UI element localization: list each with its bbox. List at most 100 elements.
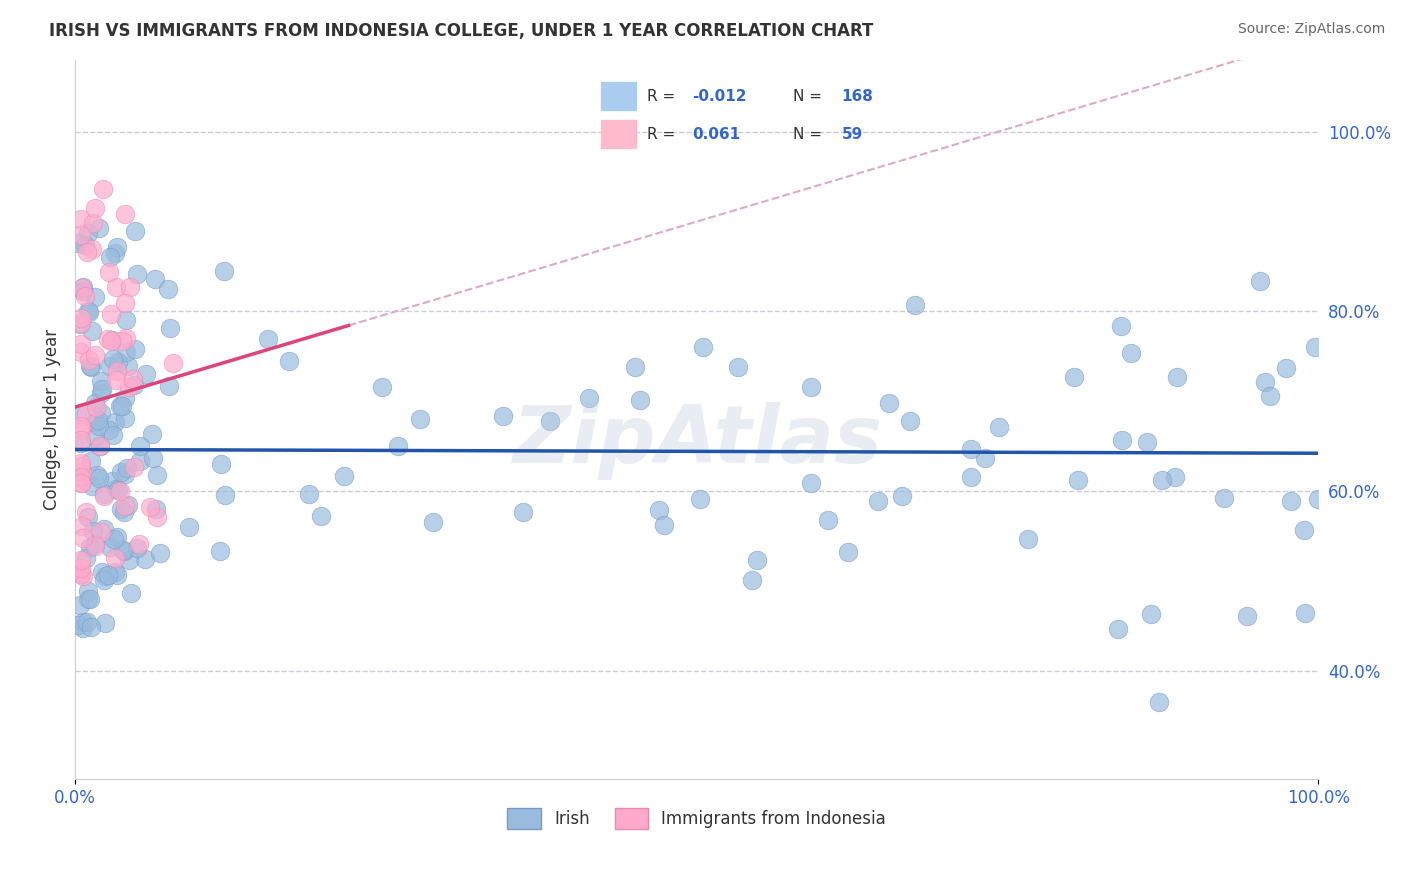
Point [86, 468, 108, 483]
Point [110, 465, 132, 479]
Point [83, 536, 105, 550]
Point [111, 542, 134, 557]
Point [80, 359, 103, 374]
Point [117, 359, 139, 373]
Point [135, 368, 157, 382]
Point [103, 246, 125, 260]
Point [98, 540, 121, 554]
Point [89, 470, 111, 484]
Point [1111, 433, 1133, 447]
Point [69, 318, 91, 332]
Point [124, 378, 146, 392]
Point [70, 281, 93, 295]
Point [120, 586, 142, 600]
Point [422, 516, 444, 530]
Point [538, 414, 561, 428]
Point [77, 353, 100, 368]
Point [157, 378, 180, 392]
Point [69, 407, 91, 421]
Point [82, 479, 104, 493]
Point [960, 442, 983, 456]
Point [87, 413, 110, 427]
Point [83, 202, 105, 216]
Point [879, 396, 901, 410]
Point [82, 524, 104, 538]
Point [1303, 340, 1326, 354]
Point [101, 334, 124, 348]
Point [578, 391, 600, 405]
Point [77, 592, 100, 607]
Point [104, 551, 127, 566]
Point [122, 460, 145, 475]
Point [837, 545, 859, 559]
Point [70, 422, 93, 436]
Point [139, 500, 162, 515]
Point [124, 224, 146, 238]
Point [652, 518, 675, 533]
Point [70, 469, 93, 483]
Point [648, 503, 671, 517]
Point [98, 359, 121, 373]
Point [73, 237, 96, 252]
Point [745, 553, 768, 567]
Point [800, 380, 823, 394]
Point [87, 418, 110, 433]
Point [141, 450, 163, 465]
Point [104, 416, 127, 430]
Point [689, 491, 711, 506]
Point [97, 567, 120, 582]
Point [124, 342, 146, 356]
Point [100, 334, 122, 348]
Point [72, 531, 94, 545]
Point [112, 505, 135, 519]
Point [492, 409, 515, 423]
Point [114, 467, 136, 481]
Legend: Irish, Immigrants from Indonesia: Irish, Immigrants from Indonesia [501, 802, 893, 835]
Point [70, 435, 93, 450]
Point [1279, 493, 1302, 508]
Point [93, 522, 115, 536]
Point [84, 416, 107, 430]
Point [73, 288, 96, 302]
Point [114, 392, 136, 406]
Point [69, 599, 91, 613]
Point [112, 544, 135, 558]
Point [80, 324, 103, 338]
Point [214, 263, 236, 277]
Point [70, 553, 93, 567]
Point [79, 540, 101, 554]
Point [94, 616, 117, 631]
Point [77, 226, 100, 240]
Point [960, 469, 983, 483]
Point [118, 552, 141, 566]
Point [76, 244, 98, 259]
Point [208, 543, 231, 558]
Point [107, 483, 129, 497]
Point [110, 334, 132, 348]
Point [145, 502, 167, 516]
Point [1109, 318, 1132, 333]
Point [70, 456, 93, 470]
Point [1066, 474, 1088, 488]
Point [91, 565, 114, 579]
Point [77, 305, 100, 319]
Point [87, 220, 110, 235]
Point [512, 505, 534, 519]
Point [159, 321, 181, 335]
Point [1236, 609, 1258, 624]
Point [97, 423, 120, 437]
Point [1140, 607, 1163, 621]
Point [97, 332, 120, 346]
Point [101, 351, 124, 366]
Point [82, 216, 104, 230]
Point [370, 380, 392, 394]
Point [624, 359, 647, 374]
Point [309, 508, 332, 523]
Point [156, 282, 179, 296]
Point [69, 566, 91, 581]
Point [93, 489, 115, 503]
Point [177, 520, 200, 534]
Point [127, 541, 149, 556]
Point [72, 280, 94, 294]
Point [105, 567, 128, 582]
